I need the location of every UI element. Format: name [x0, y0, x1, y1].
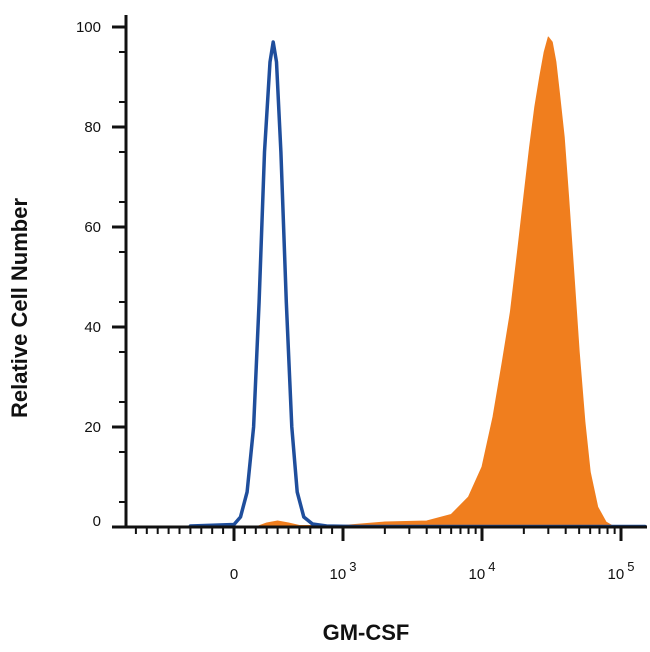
x-tick-label: 10 3 [330, 559, 357, 583]
y-tick-label: 20 [84, 419, 101, 436]
y-tick-label: 0 [93, 513, 101, 530]
y-tick-label: 40 [84, 319, 101, 336]
y-axis-title: Relative Cell Number [7, 198, 32, 419]
series-layer [188, 36, 647, 529]
label-layer: GM-CSF Relative Cell Number [7, 198, 409, 645]
y-tick-label: 80 [84, 119, 101, 136]
y-tick-label: 100 [76, 19, 101, 36]
x-axis-title: GM-CSF [323, 620, 410, 645]
x-tick-label: 0 [230, 566, 238, 583]
y-tick-label: 60 [84, 219, 101, 236]
x-tick-label: 10 4 [469, 559, 496, 583]
x-tick-label: 10 5 [608, 559, 635, 583]
axis-layer: 0 20 40 60 80 100 0 10 3 10 4 10 5 [76, 15, 647, 583]
